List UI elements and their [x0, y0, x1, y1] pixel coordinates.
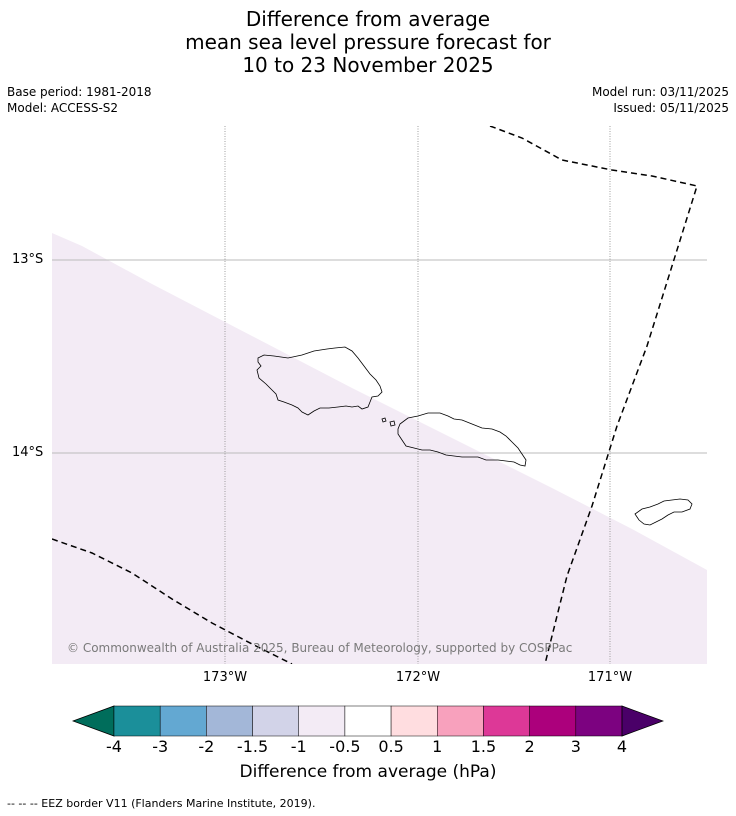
eez-border-east — [489, 126, 698, 664]
map-panel[interactable] — [52, 126, 707, 664]
base-period: Base period: 1981-2018 — [7, 85, 152, 99]
colorbar-tick-label: -2 — [198, 737, 215, 756]
colorbar-segment — [437, 705, 484, 737]
colorbar-tick-label: -3 — [152, 737, 169, 756]
title-line-3: 10 to 23 November 2025 — [242, 53, 494, 77]
lon-label-173w: 173°W — [202, 670, 248, 685]
colorbar-tick-label: 0.5 — [378, 737, 404, 756]
colorbar-tick-label: 4 — [616, 737, 628, 756]
tutuila-island — [634, 498, 693, 526]
model-name: Model: ACCESS-S2 — [7, 101, 119, 115]
map-canvas — [52, 126, 707, 664]
eez-border-southwest — [52, 538, 293, 664]
small-islet-2 — [389, 420, 396, 427]
colorbar-segment — [206, 705, 253, 737]
lat-label-13s: 13°S — [12, 252, 44, 267]
issued-date: Issued: 05/11/2025 — [613, 101, 729, 115]
meta-left: Base period: 1981-2018 Model: ACCESS-S2 — [7, 84, 152, 116]
eez-footnote: -- -- -- EEZ border V11 (Flanders Marine… — [7, 797, 316, 810]
meta-right: Model run: 03/11/2025 Issued: 05/11/2025 — [592, 84, 729, 116]
colorbar-label: Difference from average (hPa) — [239, 762, 497, 782]
small-islet — [381, 417, 387, 423]
anomaly-shading — [52, 233, 707, 664]
colorbar-extend-low — [72, 705, 115, 737]
colorbar-segment — [298, 705, 346, 737]
colorbar-segment — [344, 705, 392, 737]
colorbar-extend-high — [621, 705, 664, 737]
colorbar-tick-label: 1 — [432, 737, 443, 756]
colorbar-segment — [252, 705, 299, 737]
copyright-notice: © Commonwealth of Australia 2025, Bureau… — [67, 641, 573, 655]
savaii-island — [256, 346, 383, 416]
title-line-1: Difference from average — [245, 7, 491, 31]
colorbar-segment — [390, 705, 438, 737]
colorbar-tick-label: -1.5 — [236, 737, 269, 756]
colorbar-tick-label: -4 — [106, 737, 122, 756]
colorbar-segment — [575, 705, 623, 737]
lon-label-171w: 171°W — [587, 670, 633, 685]
lon-label-172w: 172°W — [395, 670, 441, 685]
title-line-2: mean sea level pressure forecast for — [185, 30, 551, 54]
colorbar-tick-label: 3 — [570, 737, 581, 756]
chart-title: Difference from average mean sea level p… — [0, 8, 736, 77]
colorbar-tick-label: -0.5 — [329, 737, 361, 756]
colorbar-segment — [113, 705, 161, 737]
colorbar-segment — [483, 705, 530, 737]
colorbar-tick-label: 2 — [524, 737, 535, 756]
upolu-island — [397, 412, 527, 467]
colorbar-segment — [159, 705, 207, 737]
colorbar — [72, 705, 664, 737]
colorbar-segment — [529, 705, 577, 737]
colorbar-tick-label: -1 — [290, 737, 307, 756]
colorbar-tick-label: 1.5 — [470, 737, 497, 756]
lat-label-14s: 14°S — [12, 445, 44, 460]
model-run: Model run: 03/11/2025 — [591, 85, 729, 99]
